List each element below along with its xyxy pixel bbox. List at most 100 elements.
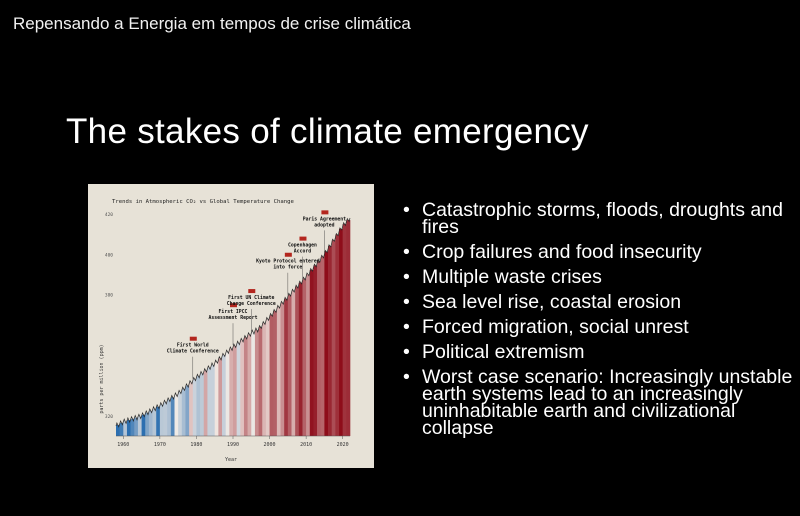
warming-stripe <box>181 388 186 436</box>
bullet-item: • Sea level rise, coastal erosion <box>403 291 798 313</box>
bullet-item: • Multiple waste crises <box>403 266 798 288</box>
bullet-dot-icon: • <box>403 241 410 263</box>
climate-chart: Trends in Atmospheric CO₂ vs Global Temp… <box>99 199 351 463</box>
bullet-text: Political extremism <box>422 341 585 363</box>
bullet-list: • Catastrophic storms, floods, droughts a… <box>403 199 798 445</box>
warming-stripe <box>284 298 289 436</box>
annotation-marker <box>230 303 237 308</box>
x-tick-label: 2000 <box>264 442 276 448</box>
warming-stripe <box>134 417 139 436</box>
bullet-dot-icon: • <box>403 199 410 221</box>
warming-stripe <box>137 416 142 436</box>
warming-stripe <box>273 310 278 436</box>
x-tick-label: 2020 <box>337 442 349 448</box>
annotation-label: Assessment Report <box>208 315 257 321</box>
warming-stripe <box>222 354 226 436</box>
climate-chart-figure: Trends in Atmospheric CO₂ vs Global Temp… <box>88 184 374 468</box>
warming-stripe <box>324 251 329 436</box>
warming-stripe <box>309 269 314 436</box>
bullet-item: • Political extremism <box>403 341 798 363</box>
warming-stripe <box>218 358 223 436</box>
annotation-label: Paris Agreement <box>303 216 346 222</box>
warming-stripe <box>331 240 336 436</box>
warming-stripe <box>126 420 131 436</box>
annotation-marker <box>299 236 307 241</box>
chart-ylabel: parts per million (ppm) <box>99 344 105 413</box>
warming-stripe <box>295 286 300 436</box>
warming-stripe <box>141 414 146 436</box>
bullet-dot-icon: • <box>403 291 410 313</box>
warming-stripe <box>243 337 248 436</box>
warming-stripe <box>200 373 205 436</box>
warming-stripe <box>214 361 219 436</box>
y-tick-label: 380 <box>105 293 113 299</box>
bullet-item: • Crop failures and food insecurity <box>403 241 798 263</box>
y-tick-label: 320 <box>105 414 113 420</box>
bullet-text: Catastrophic storms, floods, droughts an… <box>422 199 783 238</box>
warming-stripe <box>163 402 168 436</box>
warming-stripe <box>170 397 175 436</box>
annotation-label: Accord <box>294 249 311 255</box>
warming-stripe <box>123 421 128 436</box>
warming-stripe <box>291 290 296 436</box>
co2-series <box>115 217 351 428</box>
annotation-label: adopted <box>314 222 334 228</box>
warming-stripe <box>196 376 201 436</box>
warming-stripe <box>178 392 183 436</box>
warming-stripe <box>276 306 281 436</box>
bullet-text: Worst case scenario: Increasingly unstab… <box>422 366 793 439</box>
bullet-item: • Catastrophic storms, floods, droughts a… <box>403 199 798 238</box>
y-tick-label: 420 <box>105 212 113 218</box>
warming-stripe <box>236 342 241 436</box>
annotation-marker <box>284 252 292 257</box>
y-tick-label: 400 <box>105 252 113 258</box>
warming-stripe <box>328 245 333 436</box>
warming-stripes <box>116 220 351 436</box>
warming-stripe <box>339 228 343 436</box>
warming-stripe <box>313 265 318 436</box>
warming-stripe <box>159 404 164 436</box>
annotation-label: First UN Climate <box>228 295 274 301</box>
warming-stripe <box>189 382 194 436</box>
bullet-text: Multiple waste crises <box>422 266 602 288</box>
chart-axes: 1960 1970 1980 1990 2000 2010 2020 420 400 380 320 <box>105 212 350 448</box>
warming-stripe <box>225 351 230 436</box>
warming-stripe <box>167 399 172 436</box>
bullet-text: Forced migration, social unrest <box>422 316 689 338</box>
co2-line <box>115 217 351 428</box>
warming-stripe <box>130 418 135 436</box>
x-tick-label: 2010 <box>300 442 312 448</box>
warming-stripe <box>251 332 256 436</box>
warming-stripe <box>298 282 303 436</box>
chart-xlabel: Year <box>225 457 237 463</box>
warming-stripe <box>265 318 270 436</box>
bullet-dot-icon: • <box>403 266 410 288</box>
bullet-text: Crop failures and food insecurity <box>422 241 702 263</box>
warming-stripe <box>207 367 212 436</box>
annotation-marker <box>189 336 197 341</box>
warming-stripe <box>346 220 351 436</box>
warming-stripe <box>229 348 234 436</box>
slide-title: The stakes of climate emergency <box>66 112 589 151</box>
annotation-label: First IPCC <box>219 309 248 315</box>
bullet-dot-icon: • <box>403 316 410 338</box>
bullet-text: Sea level rise, coastal erosion <box>422 291 682 313</box>
warming-stripe <box>233 345 237 436</box>
x-tick-label: 1960 <box>117 442 129 448</box>
annotation-label: Kyoto Protocol entered <box>256 259 320 265</box>
bullet-item: • Forced migration, social unrest <box>403 316 798 338</box>
warming-stripe <box>152 408 157 436</box>
warming-stripe <box>156 406 161 436</box>
annotation-label: Change Conference <box>227 301 276 307</box>
warming-stripe <box>116 424 120 436</box>
warming-stripe <box>262 322 267 436</box>
warming-stripe <box>240 340 245 436</box>
warming-stripe <box>119 422 124 436</box>
bullet-dot-icon: • <box>403 366 410 388</box>
warming-stripe <box>211 364 216 436</box>
